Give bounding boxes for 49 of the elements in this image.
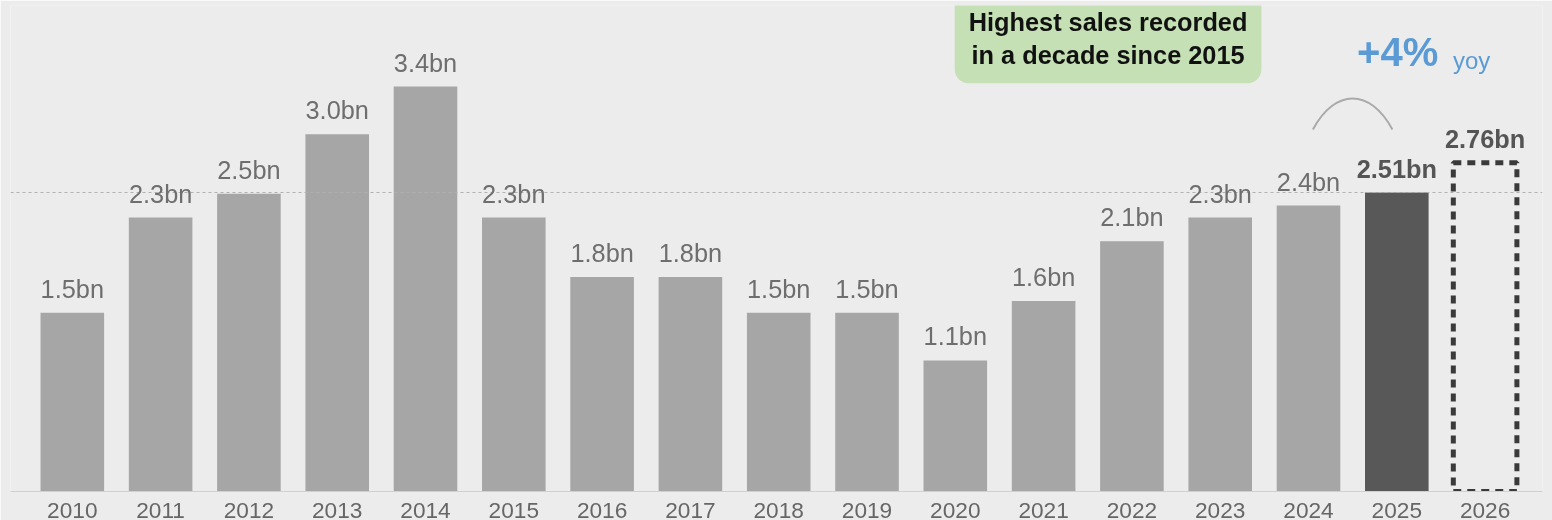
data-label: 2.3bn — [1188, 179, 1252, 208]
text: Highest sales recorded in a decade since 2015 — [968, 7, 1248, 70]
bar — [1100, 241, 1164, 492]
bar — [1276, 205, 1341, 492]
data-label: 2.4bn — [1276, 167, 1341, 196]
bar — [40, 312, 105, 492]
x-tick-label: 2014 — [400, 496, 451, 520]
data-label: 1.1bn — [923, 322, 988, 351]
bar — [746, 312, 811, 492]
bar — [482, 217, 546, 492]
data-label: 2.5bn — [217, 155, 281, 184]
x-tick-label: 2015 — [488, 496, 540, 520]
x-tick-label: 2020 — [930, 496, 981, 520]
x-tick-label: 2012 — [223, 496, 275, 520]
x-tick-label: 2025 — [1371, 496, 1423, 520]
x-tick-label: 2010 — [47, 496, 98, 520]
data-label: 2.3bn — [128, 179, 193, 208]
x-tick-label: 2024 — [1283, 496, 1334, 520]
data-label: 1.8bn — [570, 239, 634, 268]
x-tick-label: 2019 — [841, 496, 893, 520]
x-tick-label: 2017 — [665, 496, 716, 520]
x-tick-label: 2011 — [136, 496, 185, 520]
bar — [1011, 300, 1076, 492]
data-label: 3.0bn — [305, 96, 369, 125]
bar — [1188, 217, 1252, 492]
data-label: 1.8bn — [658, 239, 723, 268]
bar — [570, 277, 634, 492]
x-tick-label: 2018 — [753, 496, 804, 520]
bar — [1365, 192, 1429, 492]
data-label: 1.6bn — [1011, 262, 1076, 291]
data-label: 2.1bn — [1100, 203, 1164, 232]
x-tick-label: 2026 — [1459, 496, 1511, 520]
data-label: 3.4bn — [393, 48, 458, 77]
x-tick-label: 2013 — [312, 496, 363, 520]
x-tick-label: 2016 — [576, 496, 628, 520]
bar — [128, 217, 193, 492]
data-label: 1.5bn — [747, 274, 811, 303]
x-tick-label: 2021 — [1018, 496, 1069, 520]
bar — [835, 312, 899, 492]
bar — [658, 277, 723, 492]
x-tick-label: 2023 — [1195, 496, 1246, 520]
x-tick-label: 2022 — [1106, 496, 1158, 520]
bar — [923, 360, 988, 492]
data-label: 2.3bn — [482, 179, 546, 208]
text: +4% yoy — [1357, 29, 1491, 74]
data-label: 2.51bn — [1356, 154, 1437, 183]
data-label: 2.76bn — [1444, 124, 1526, 153]
data-label: 1.5bn — [40, 274, 105, 303]
data-label: 1.5bn — [835, 274, 899, 303]
